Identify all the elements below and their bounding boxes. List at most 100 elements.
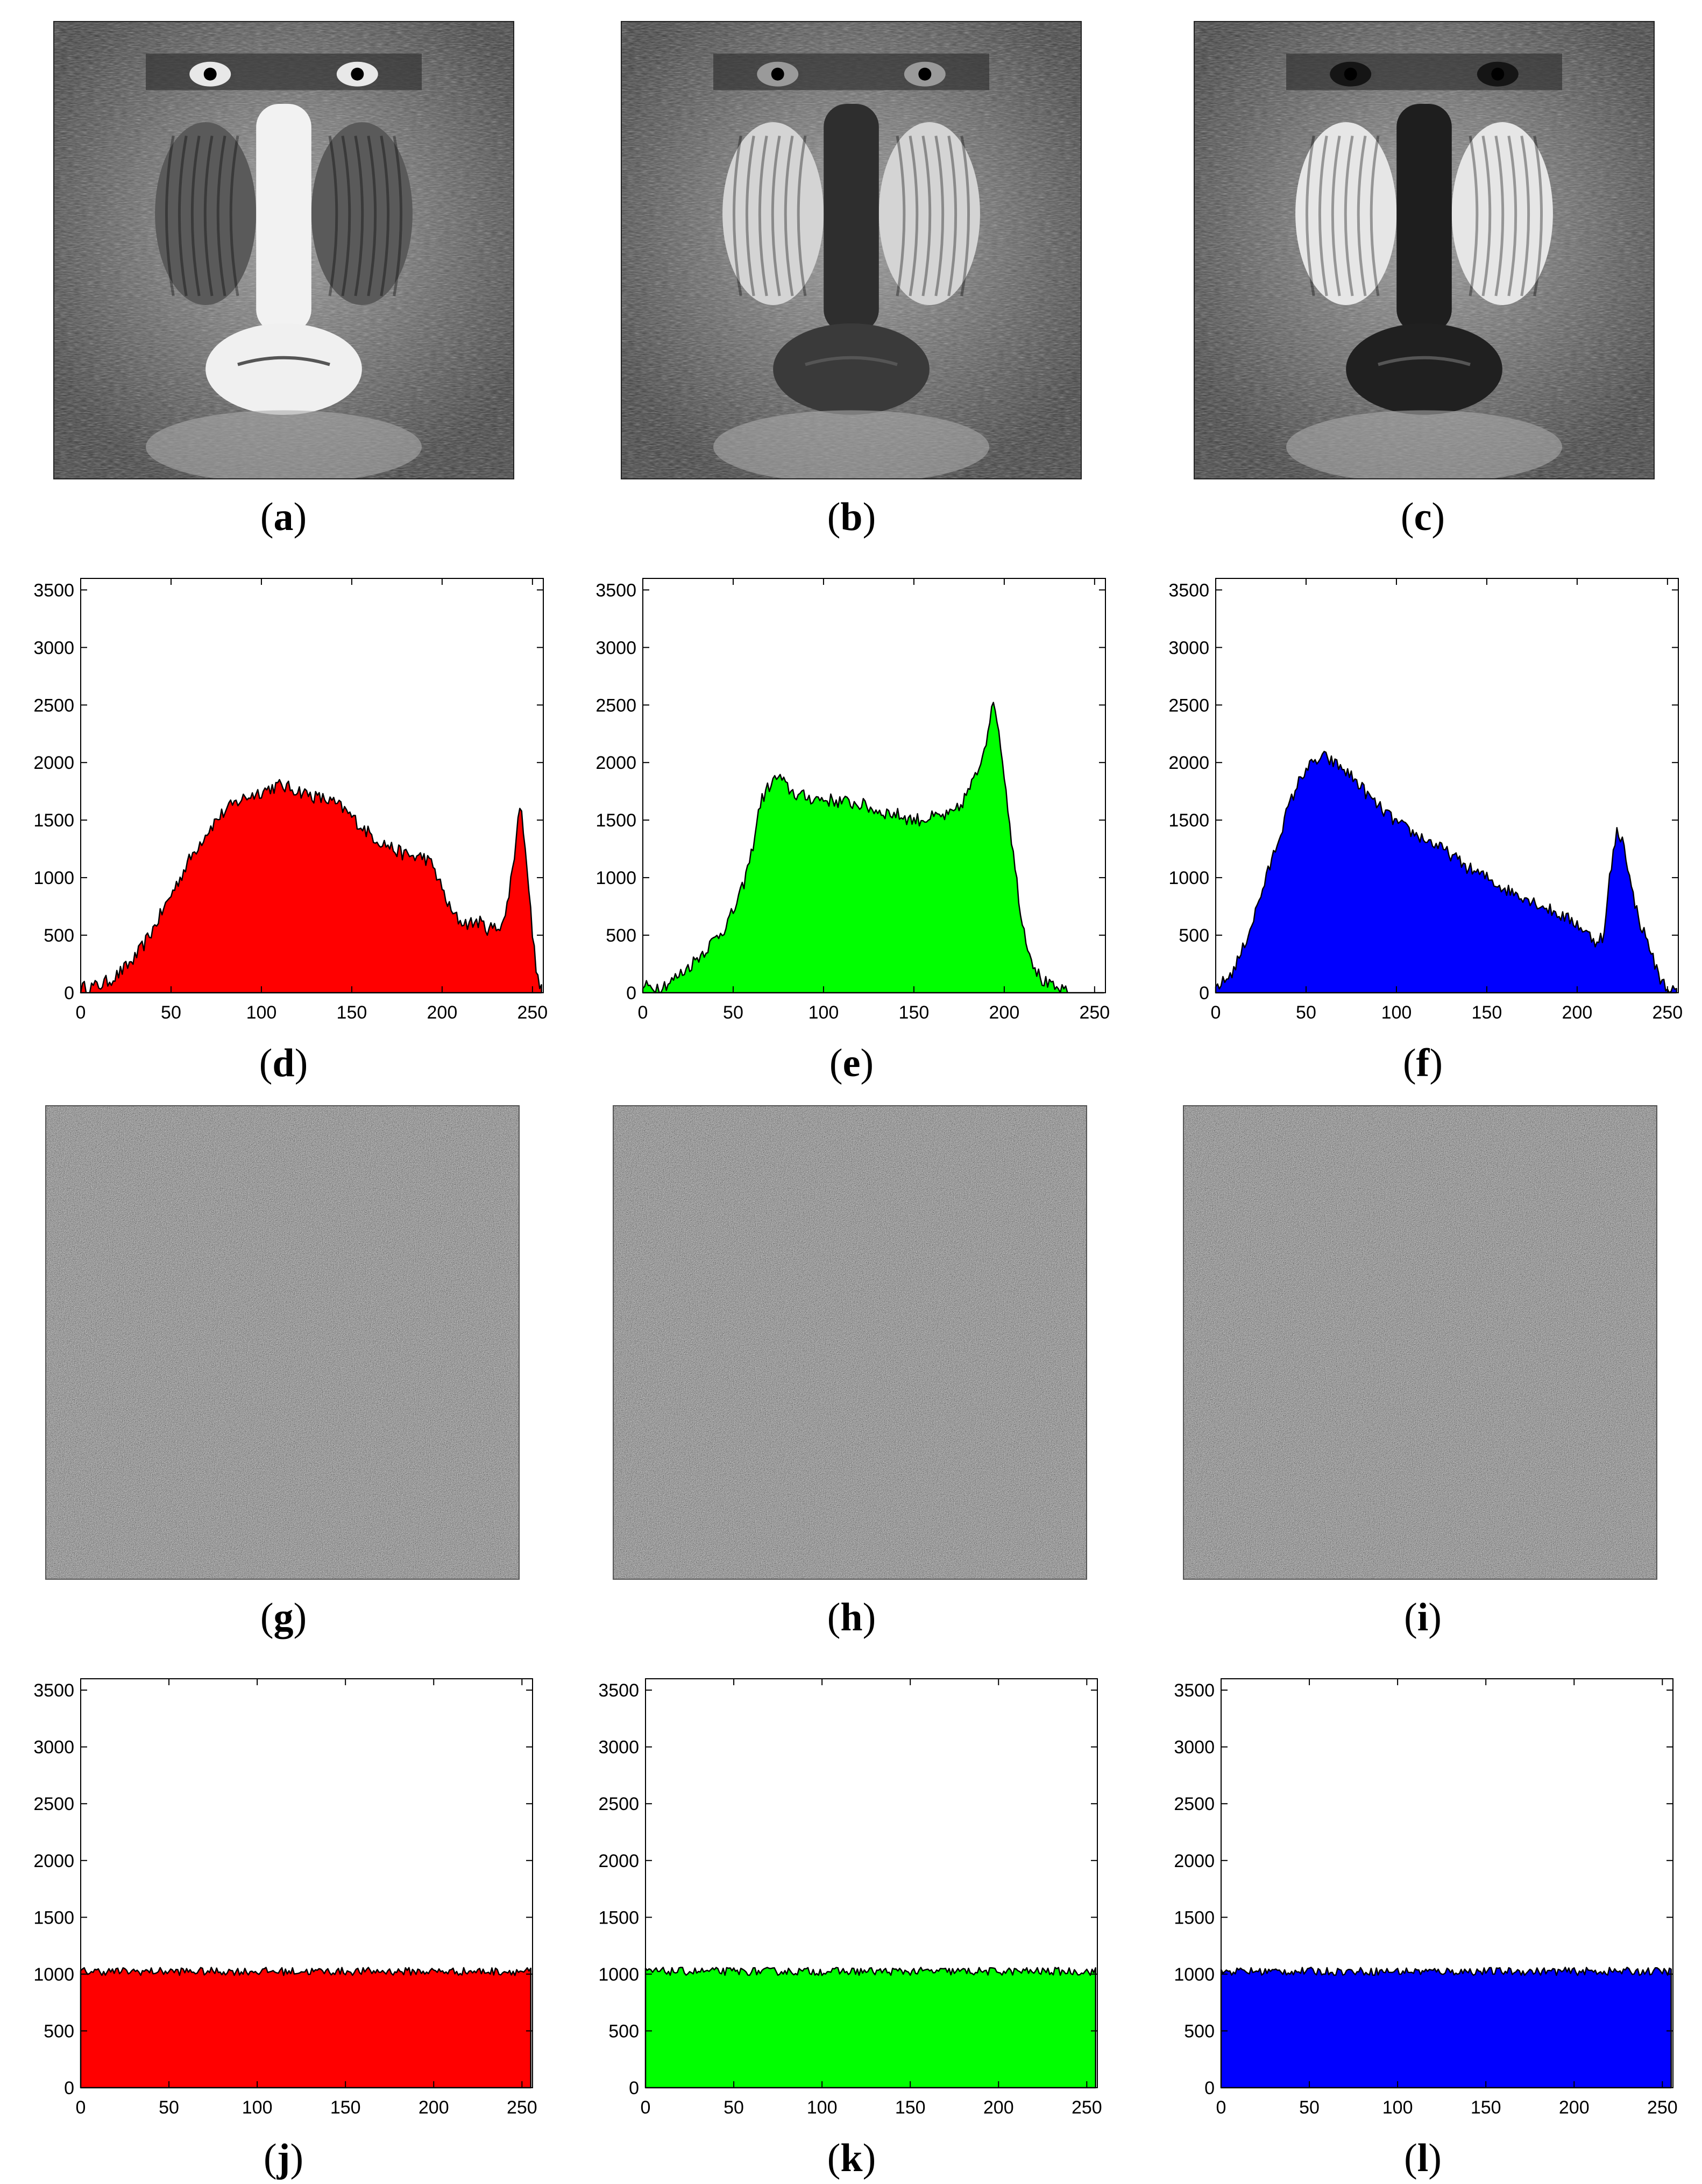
y-tick-label-e-500: 500	[606, 925, 636, 946]
y-tick-label-d-2500: 2500	[33, 695, 74, 716]
y-tick-label-e-1000: 1000	[595, 868, 636, 888]
x-tick-label-k-250: 250	[1072, 2097, 1102, 2118]
y-tick-label-l-1500: 1500	[1174, 1907, 1215, 1928]
y-tick-label-k-3000: 3000	[598, 1737, 639, 1758]
y-tick-label-l-2000: 2000	[1174, 1851, 1215, 1871]
y-tick-label-j-500: 500	[44, 2021, 74, 2041]
histogram-area-j	[80, 1967, 531, 2089]
nose-bridge	[824, 104, 879, 333]
histogram-f: 0 50 100 150 200 2500500100015002000250030003…	[1168, 578, 1683, 1023]
nose-bridge	[1396, 104, 1452, 333]
histogram-e: 0 50 100 150 200 2500500100015002000250030003…	[595, 578, 1110, 1023]
encrypted-green-channel-image	[613, 1105, 1087, 1580]
y-tick-label-f-2000: 2000	[1168, 753, 1209, 773]
left-cheek	[155, 122, 257, 305]
y-tick-label-l-3500: 3500	[1174, 1680, 1215, 1701]
snout	[773, 323, 930, 415]
x-tick-label-e-200: 200	[989, 1002, 1020, 1023]
histogram-j: 0 50 100 150 200 2500500100015002000250030003…	[33, 1678, 537, 2118]
y-tick-label-j-2500: 2500	[33, 1794, 74, 1814]
x-tick-label-l-200: 200	[1559, 2097, 1590, 2118]
x-tick-label-j-150: 150	[330, 2097, 361, 2118]
x-tick-label-f-250: 250	[1652, 1002, 1683, 1023]
x-tick-label-d-200: 200	[427, 1002, 458, 1023]
x-tick-label-l-250: 250	[1647, 2097, 1678, 2118]
y-tick-label-e-2500: 2500	[595, 695, 636, 716]
histogram-area-f	[1215, 751, 1677, 994]
plot-frame-k	[645, 1678, 1098, 2088]
y-tick-label-d-0: 0	[64, 983, 74, 1003]
histogram-area-l	[1220, 1967, 1672, 2089]
y-tick-label-f-2500: 2500	[1168, 695, 1209, 716]
y-tick-label-e-3000: 3000	[595, 638, 636, 658]
x-tick-label-e-150: 150	[899, 1002, 930, 1023]
mandrill-red-channel-image	[53, 21, 514, 479]
panel-caption-i: (i)	[1404, 1595, 1442, 1639]
histogram-l: 0 50 100 150 200 2500500100015002000250030003…	[1174, 1678, 1678, 2118]
panel-caption-f: (f)	[1403, 1041, 1443, 1085]
panel-caption-b: (b)	[827, 495, 876, 539]
encrypted-blue-channel-image	[1183, 1105, 1657, 1580]
panel-caption-h: (h)	[827, 1595, 876, 1639]
y-tick-label-f-1500: 1500	[1168, 810, 1209, 831]
y-tick-label-f-3000: 3000	[1168, 638, 1209, 658]
y-tick-label-j-2000: 2000	[33, 1851, 74, 1871]
x-tick-label-j-0: 0	[76, 2097, 86, 2118]
x-tick-label-j-50: 50	[159, 2097, 179, 2118]
y-tick-label-k-1500: 1500	[598, 1907, 639, 1928]
x-tick-label-e-0: 0	[638, 1002, 648, 1023]
left-cheek	[722, 122, 824, 305]
left-cheek	[1295, 122, 1397, 305]
histogram-area-d	[80, 779, 542, 994]
x-tick-label-j-100: 100	[242, 2097, 273, 2118]
x-tick-label-k-100: 100	[807, 2097, 838, 2118]
y-tick-label-j-0: 0	[64, 2078, 74, 2098]
x-tick-label-e-100: 100	[809, 1002, 839, 1023]
x-tick-label-f-100: 100	[1381, 1002, 1412, 1023]
x-tick-label-l-100: 100	[1382, 2097, 1413, 2118]
y-tick-label-k-0: 0	[629, 2078, 639, 2098]
y-tick-label-l-2500: 2500	[1174, 1794, 1215, 1814]
x-tick-label-d-50: 50	[161, 1002, 181, 1023]
y-tick-label-f-0: 0	[1199, 983, 1209, 1003]
right-cheek	[878, 122, 980, 305]
y-tick-label-l-1000: 1000	[1174, 1964, 1215, 1985]
x-tick-label-k-50: 50	[724, 2097, 744, 2118]
y-tick-label-l-3000: 3000	[1174, 1737, 1215, 1758]
panel-caption-e: (e)	[829, 1041, 874, 1085]
histogram-area-k	[644, 1967, 1096, 2089]
x-tick-label-d-150: 150	[337, 1002, 367, 1023]
y-tick-label-d-2000: 2000	[33, 753, 74, 773]
y-tick-label-l-0: 0	[1204, 2078, 1215, 2098]
nose-bridge	[256, 104, 311, 333]
y-tick-label-e-3500: 3500	[595, 580, 636, 600]
panel-caption-g: (g)	[260, 1595, 307, 1639]
plot-frame-j	[80, 1678, 533, 2088]
x-tick-label-f-150: 150	[1472, 1002, 1502, 1023]
y-tick-label-k-1000: 1000	[598, 1964, 639, 1985]
y-tick-label-d-1000: 1000	[33, 868, 74, 888]
panel-caption-l: (l)	[1404, 2136, 1442, 2180]
y-tick-label-e-1500: 1500	[595, 810, 636, 831]
y-tick-label-j-3500: 3500	[33, 1680, 74, 1701]
x-tick-label-l-0: 0	[1216, 2097, 1226, 2118]
y-tick-label-l-500: 500	[1184, 2021, 1215, 2041]
x-tick-label-j-250: 250	[507, 2097, 537, 2118]
panel-caption-c: (c)	[1401, 495, 1445, 539]
y-tick-label-k-2500: 2500	[598, 1794, 639, 1814]
right-cheek	[1451, 122, 1553, 305]
x-tick-label-d-0: 0	[76, 1002, 86, 1023]
panel-caption-j: (j)	[264, 2136, 303, 2180]
y-tick-label-e-0: 0	[626, 983, 636, 1003]
snout	[205, 323, 362, 415]
snout	[1346, 323, 1502, 415]
right-cheek	[311, 122, 413, 305]
plot-frame-f	[1215, 578, 1679, 993]
y-tick-label-f-1000: 1000	[1168, 868, 1209, 888]
x-tick-label-f-200: 200	[1562, 1002, 1593, 1023]
x-tick-label-f-50: 50	[1296, 1002, 1316, 1023]
y-tick-label-f-3500: 3500	[1168, 580, 1209, 600]
x-tick-label-k-200: 200	[983, 2097, 1014, 2118]
y-tick-label-d-3000: 3000	[33, 638, 74, 658]
